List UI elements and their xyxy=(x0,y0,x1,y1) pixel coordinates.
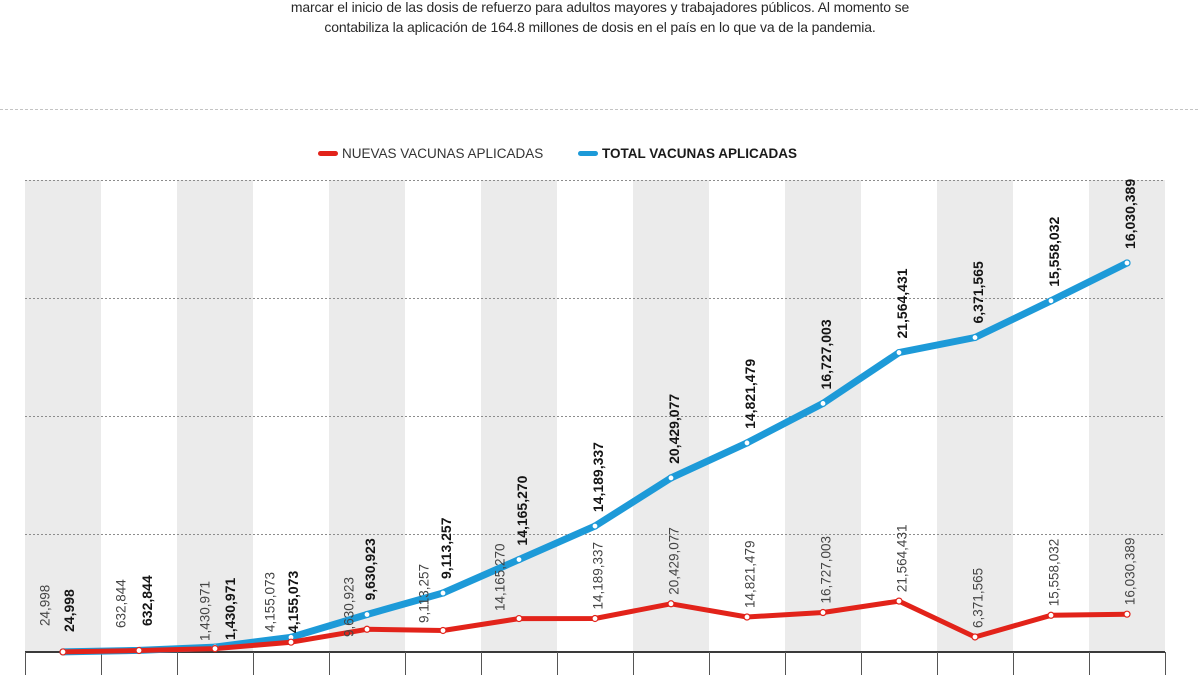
data-point-nuevas xyxy=(971,633,979,641)
data-label-total: 15,558,032 xyxy=(1046,217,1062,287)
x-axis-layer xyxy=(25,651,1166,675)
data-point-nuevas xyxy=(135,646,143,655)
data-label-total: 9,630,923 xyxy=(362,538,378,600)
legend-item-total-vacunas: TOTAL VACUNAS APLICADAS xyxy=(578,144,797,162)
data-point-nuevas xyxy=(895,597,903,605)
data-point-nuevas xyxy=(819,608,827,617)
data-point-nuevas xyxy=(287,638,295,646)
data-point-total xyxy=(363,610,371,619)
data-point-total xyxy=(515,555,523,564)
data-label-total: 4,155,073 xyxy=(285,571,301,633)
data-point-nuevas xyxy=(211,645,219,653)
data-label-nuevas: 1,430,971 xyxy=(198,581,213,641)
data-point-nuevas xyxy=(363,625,371,633)
data-point-nuevas xyxy=(667,600,675,608)
data-label-total: 16,030,389 xyxy=(1122,179,1138,249)
legend-label-total-vacunas: TOTAL VACUNAS APLICADAS xyxy=(602,145,798,161)
data-label-nuevas: 21,564,431 xyxy=(895,525,910,593)
data-label-nuevas: 9,630,923 xyxy=(342,577,357,637)
data-label-total: 1,430,971 xyxy=(222,578,238,640)
gridlines-layer xyxy=(25,180,1165,535)
data-point-total xyxy=(743,439,751,447)
data-label-total: 9,113,257 xyxy=(438,517,454,579)
data-label-total: 21,564,431 xyxy=(894,268,910,338)
legend-swatch-total-vacunas xyxy=(578,150,598,156)
data-label-nuevas: 14,821,479 xyxy=(743,540,758,608)
data-label-total: 24,998 xyxy=(61,589,77,632)
data-label-nuevas: 9,113,257 xyxy=(417,564,432,623)
data-label-nuevas: 20,429,077 xyxy=(667,527,682,595)
data-label-nuevas: 632,844 xyxy=(114,579,129,628)
data-point-nuevas xyxy=(591,614,599,623)
data-label-total: 14,189,337 xyxy=(590,442,606,512)
data-label-nuevas: 4,155,073 xyxy=(263,572,278,632)
data-point-nuevas xyxy=(59,648,67,656)
data-label-total: 6,371,565 xyxy=(970,261,986,323)
data-labels-layer: 24,998 632,844 1,430,971 4,155,073 9,630,923… xyxy=(38,179,1139,641)
data-point-nuevas xyxy=(1047,611,1055,619)
data-point-nuevas xyxy=(1123,610,1131,618)
data-label-nuevas: 16,727,003 xyxy=(819,536,834,604)
data-label-total: 20,429,077 xyxy=(666,394,682,464)
data-label-nuevas: 16,030,389 xyxy=(1123,538,1138,606)
legend-item-nuevas-vacunas: NUEVAS VACUNAS APLICADAS xyxy=(318,144,543,162)
data-label-total: 16,727,003 xyxy=(818,319,834,389)
data-label-nuevas: 14,189,337 xyxy=(591,542,606,610)
data-point-total xyxy=(591,522,599,530)
data-point-nuevas xyxy=(743,613,751,621)
data-points-layer xyxy=(59,259,1131,656)
intro-line-1: marcar el inicio de las dosis de refuerz… xyxy=(290,0,910,15)
data-point-total xyxy=(1047,297,1055,305)
data-label-total: 14,821,479 xyxy=(742,359,758,429)
data-point-total xyxy=(1123,259,1131,267)
intro-line-2: contabiliza la aplicación de 164.8 millo… xyxy=(324,19,876,35)
data-label-nuevas: 15,558,032 xyxy=(1047,539,1062,607)
data-label-nuevas: 14,165,270 xyxy=(493,543,508,611)
data-label-total: 632,844 xyxy=(139,575,155,626)
data-label-total: 14,165,270 xyxy=(514,475,530,545)
data-point-total xyxy=(667,474,675,482)
intro-text: marcar el inicio de las dosis de refuerz… xyxy=(0,0,1200,37)
legend-swatch-nuevas-vacunas xyxy=(318,150,338,156)
legend-label-nuevas-vacunas: NUEVAS VACUNAS APLICADAS xyxy=(342,145,544,161)
data-point-nuevas xyxy=(515,614,523,623)
data-point-total xyxy=(895,348,903,357)
data-label-nuevas: 6,371,565 xyxy=(971,568,986,628)
data-label-nuevas: 24,998 xyxy=(38,585,53,626)
data-point-total xyxy=(819,399,827,408)
data-point-nuevas xyxy=(439,626,447,635)
data-point-total xyxy=(971,333,979,342)
data-point-total xyxy=(439,589,447,597)
